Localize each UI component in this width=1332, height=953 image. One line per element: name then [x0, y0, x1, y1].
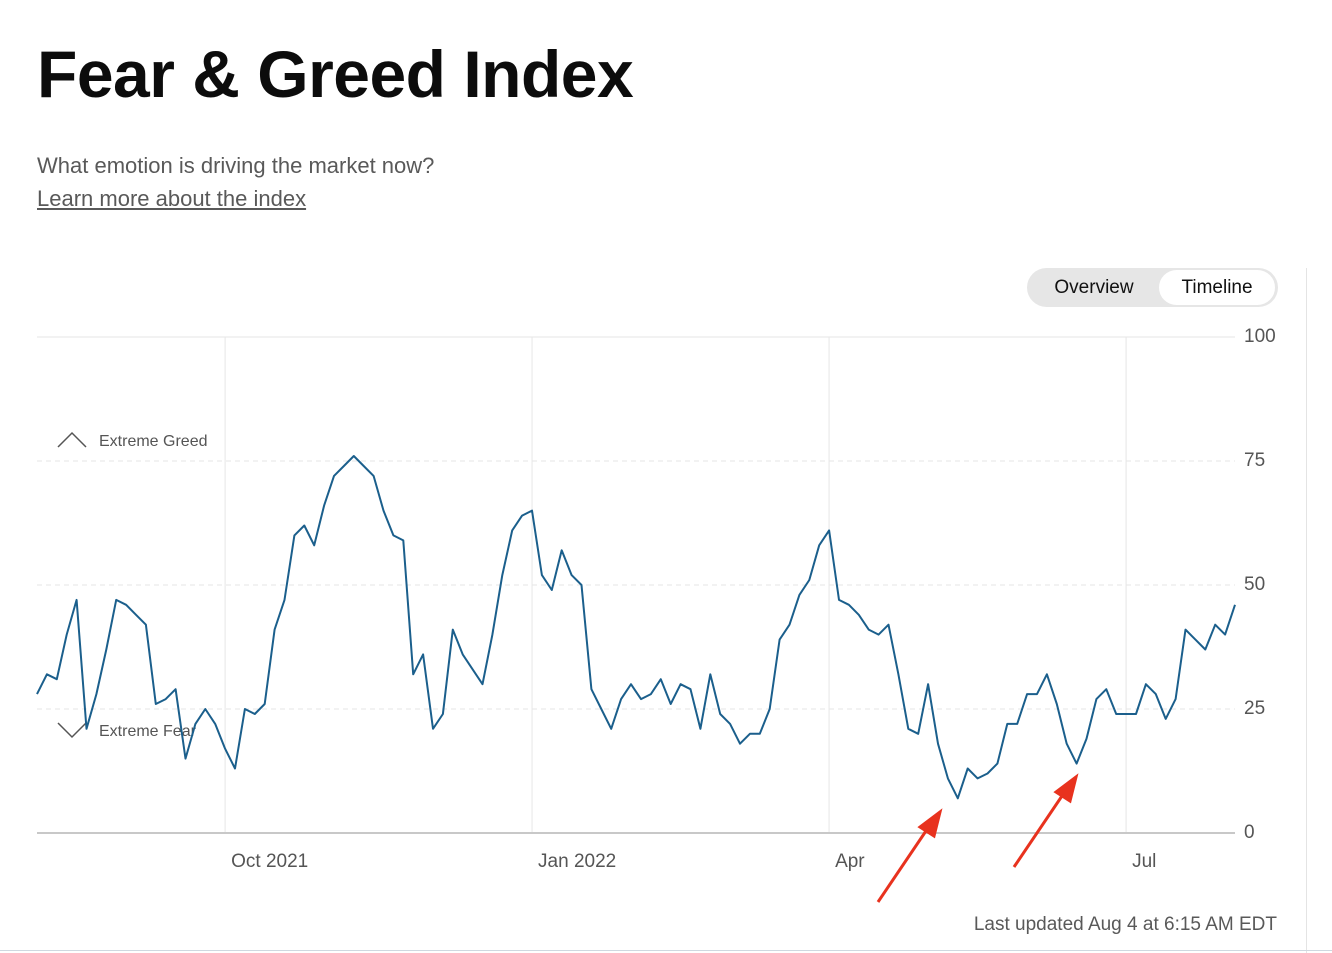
x-tick-label: Oct 2021	[231, 851, 308, 872]
timeline-tab[interactable]: Timeline	[1159, 270, 1275, 305]
divider	[1306, 268, 1307, 953]
overview-tab[interactable]: Overview	[1054, 277, 1134, 298]
y-tick-label: 75	[1244, 450, 1265, 471]
y-tick-label: 0	[1244, 822, 1255, 843]
divider	[0, 950, 1332, 951]
annotation: Extreme Fear	[99, 723, 197, 740]
learn-more-link[interactable]: Learn more about the index	[37, 186, 307, 211]
x-tick-label: Apr	[835, 851, 865, 872]
x-tick-label: Jan 2022	[538, 851, 616, 872]
page-title: Fear & Greed Index	[37, 37, 634, 111]
subtitle: What emotion is driving the market now?	[37, 153, 435, 178]
last-updated: Last updated Aug 4 at 6:15 AM EDT	[973, 914, 1277, 935]
y-tick-label: 25	[1244, 698, 1265, 719]
x-tick-label: Jul	[1132, 851, 1156, 872]
fear-chevron	[57, 722, 87, 739]
line-series	[36, 455, 1236, 800]
y-tick-label: 50	[1244, 574, 1265, 595]
y-tick-label: 100	[1244, 326, 1276, 347]
annotation: Extreme Greed	[99, 433, 207, 450]
view-toggle: Overview Timeline	[1027, 268, 1278, 307]
red-arrow	[876, 773, 1079, 903]
greed-chevron	[57, 431, 87, 448]
